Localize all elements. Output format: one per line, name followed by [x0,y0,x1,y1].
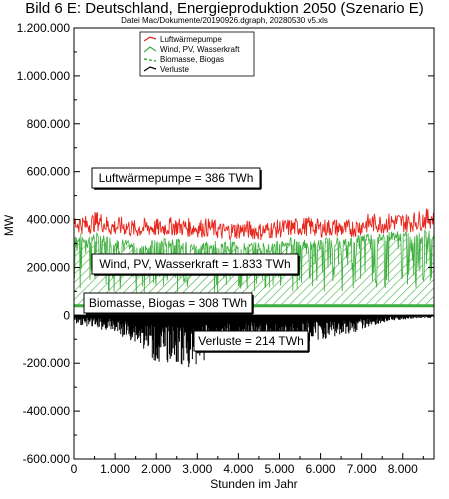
annotation-label: Luftwärmepumpe = 386 TWh [99,171,254,185]
y-tick-label: -400.000 [23,404,71,418]
legend-symbol [143,36,157,42]
x-tick-label: 1.000 [100,462,130,476]
y-tick-label: -200.000 [23,356,71,370]
y-tick-label: 1.000.000 [17,69,71,83]
y-tick-label: 400.000 [27,213,71,227]
y-tick-label: -600.000 [23,452,71,466]
legend-box [139,31,255,77]
y-tick-label: 800.000 [27,117,71,131]
y-tick-label: 600.000 [27,165,71,179]
series-luftwaermepumpe-line [73,208,435,241]
legend-symbol [143,58,157,62]
chart-title: Bild 6 E: Deutschland, Energieproduktion… [25,0,424,17]
legend-label: Verluste [160,65,189,74]
legend-label: Luftwärmepumpe [160,35,222,44]
annotation-box [193,330,309,352]
x-tick-label: 0 [71,462,78,476]
legend-symbol [143,46,157,53]
series-wind-pv-wasserkraft-line [73,229,435,293]
annotation-box [91,167,261,189]
x-tick-label: 3.000 [182,462,212,476]
annotation-label: Verluste = 214 TWh [198,334,304,348]
legend-label: Wind, PV, Wasserkraft [160,45,240,54]
y-tick-label: 200.000 [27,260,71,274]
annotation-label: Biomasse, Biogas = 308 TWh [89,296,247,310]
y-tick-label: 1.200.000 [17,21,71,35]
x-tick-label: 2.000 [141,462,171,476]
annotation-box [91,253,299,275]
legend-label: Biomasse, Biogas [160,55,224,64]
x-tick-label: 7.000 [347,462,377,476]
y-tick-label: 0 [63,308,70,322]
x-tick-label: 5.000 [264,462,294,476]
annotation-box [83,292,253,314]
legend-symbol [143,66,157,72]
x-axis-label: Stunden im Jahr [210,477,297,491]
x-tick-label: 6.000 [306,462,336,476]
chart-subtitle: Datei Mac/Dokumente/20190926.dgraph, 202… [121,16,328,25]
x-tick-label: 4.000 [223,462,253,476]
y-axis-label: MW [2,214,16,236]
x-tick-label: 8.000 [388,462,418,476]
annotation-label: Wind, PV, Wasserkraft = 1.833 TWh [99,257,290,271]
